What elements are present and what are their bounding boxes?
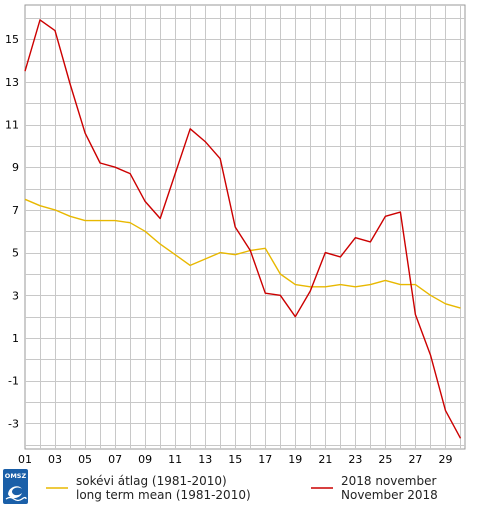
x-tick-label: 15 [228,453,242,466]
y-tick-label: -1 [8,375,19,388]
y-tick-label: 13 [5,76,19,89]
series-lines [24,19,462,439]
y-tick-label: 1 [12,332,19,345]
horizontal-gridlines [25,18,465,446]
plot-area [24,4,466,450]
plot-frame [24,4,466,450]
y-tick-label: 15 [5,33,19,46]
x-tick-label: 27 [408,453,422,466]
x-tick-label: 11 [168,453,182,466]
omsz-logo: OMSZ [3,469,28,504]
y-tick-label: 3 [12,289,19,302]
logo-wave-icon [5,486,27,502]
x-tick-label: 23 [348,453,362,466]
x-tick-label: 25 [378,453,392,466]
y-tick-label: -3 [8,417,19,430]
legend-label-long-term-mean-en: long term mean (1981-2010) [76,488,251,502]
x-tick-label: 21 [318,453,332,466]
legend-label-november-2018-hu: 2018 november [341,474,436,488]
y-tick-label: 5 [12,247,19,260]
x-tick-label: 07 [108,453,122,466]
legend-label-november-2018-en: November 2018 [341,488,438,502]
y-tick-label: 9 [12,161,19,174]
x-tick-labels: 01 03 05 07 09 11 13 15 17 19 21 23 25 27 29 [18,453,452,466]
y-tick-label: 7 [12,204,19,217]
november-2018-line [24,19,462,439]
x-tick-label: 01 [18,453,32,466]
long-term-mean-line [24,198,461,309]
vertical-gridlines [40,5,461,449]
legend-label-long-term-mean-hu: sokévi átlag (1981-2010) [76,474,227,488]
x-tick-label: 19 [288,453,302,466]
x-tick-label: 03 [48,453,62,466]
x-tick-label: 13 [198,453,212,466]
x-tick-label: 05 [78,453,92,466]
legend: sokévi átlag (1981-2010) long term mean … [46,474,438,502]
x-tick-label: 29 [438,453,452,466]
x-tick-label: 17 [258,453,272,466]
x-tick-label: 09 [138,453,152,466]
logo-text: OMSZ [5,472,27,480]
y-tick-label: 11 [5,119,19,132]
